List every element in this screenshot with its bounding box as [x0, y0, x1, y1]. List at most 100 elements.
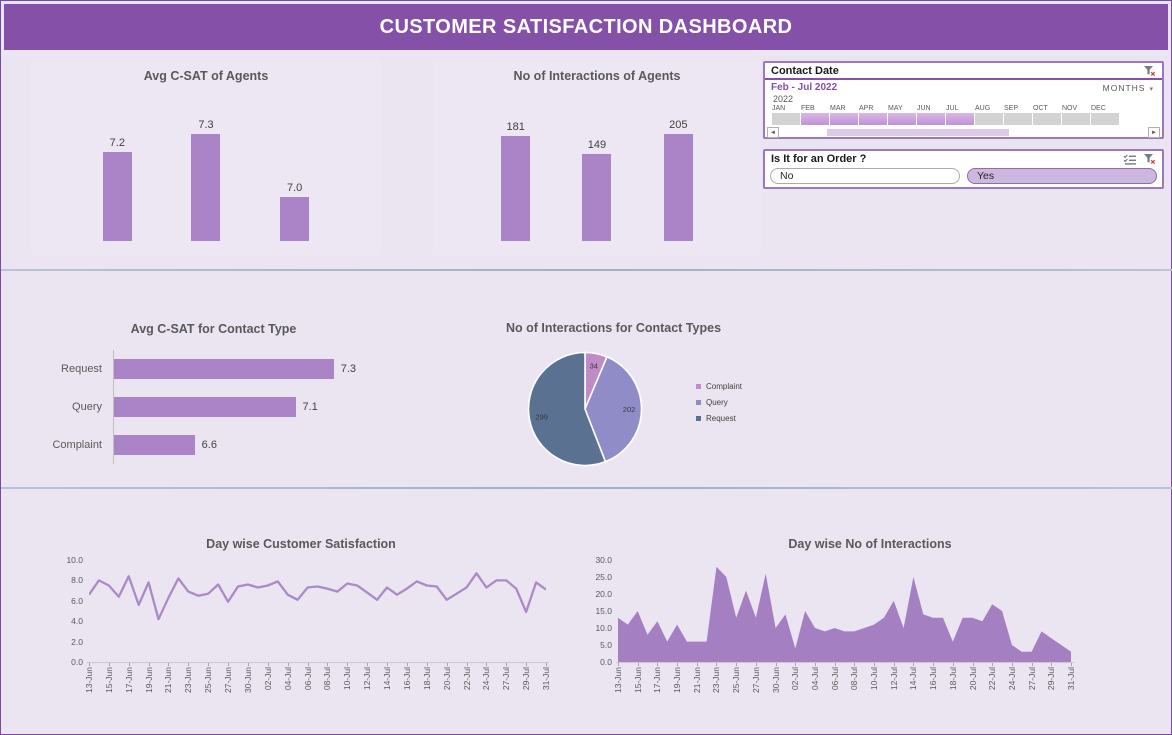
timeline-month-label: DEC — [1091, 105, 1106, 112]
scroll-left-arrow[interactable]: ◄ — [767, 127, 779, 138]
x-axis-tick — [992, 663, 994, 666]
x-axis-tick — [546, 663, 547, 666]
daywise-interactions-chart[interactable]: Day wise No of Interactions 30.0 25.0 20.0… — [589, 529, 1151, 729]
y-axis-tick-label: 15.0 — [595, 606, 612, 616]
x-axis-tick — [89, 663, 90, 666]
slicer-option-label: Yes — [977, 170, 995, 182]
timeline-month-cell-nov[interactable] — [1062, 113, 1090, 125]
pie-data-label: 299 — [535, 413, 548, 422]
x-axis-tick-label: 13-Jun — [84, 667, 94, 693]
x-axis-tick — [367, 663, 369, 666]
area-plot — [618, 566, 1071, 662]
x-axis-tick — [387, 663, 389, 666]
x-axis-tick — [208, 663, 210, 666]
timeline-period-dropdown[interactable]: MONTHS ▾ — [1102, 82, 1154, 93]
bar-value-label: 7.3 — [340, 363, 356, 375]
x-axis-line — [616, 662, 1074, 666]
x-axis-line — [87, 662, 549, 666]
x-axis-tick-label: 19-Jun — [143, 667, 154, 693]
timeline-month-cell-dec[interactable] — [1091, 113, 1119, 125]
multi-select-icon[interactable] — [1123, 154, 1137, 165]
x-axis-tick — [466, 663, 468, 666]
bar-value-label: 7.3 — [198, 119, 214, 131]
x-axis-tick-label: 16-Jul — [401, 667, 412, 691]
avg-csat-contact-type-chart[interactable]: Avg C-SAT for Contact Type Request 7.3 Que… — [31, 314, 396, 476]
x-axis-tick — [446, 663, 448, 666]
x-axis-tick-label: 30-Jun — [770, 667, 781, 693]
x-axis-tick — [188, 663, 190, 666]
x-axis-tick-label: 22-Jul — [987, 667, 998, 691]
x-axis-tick — [426, 663, 428, 666]
timeline-month-cell-may[interactable] — [888, 113, 916, 125]
x-axis-tick — [406, 663, 408, 666]
x-axis-tick — [696, 663, 698, 666]
x-axis-tick — [795, 663, 797, 666]
scrollbar-track[interactable] — [781, 128, 1146, 137]
scroll-right-arrow[interactable]: ► — [1148, 127, 1160, 138]
daywise-csat-chart[interactable]: Day wise Customer Satisfaction 10.0 8.0 6.… — [31, 529, 571, 729]
timeline-month-labels: JAN FEB MAR APR MAY JUN JUL AUG SEP OCT NOV DEC — [765, 105, 1162, 112]
x-axis-tick — [347, 663, 349, 666]
interactions-contact-types-chart[interactable]: No of Interactions for Contact Types Com… — [441, 313, 786, 485]
hbar-row: Query 7.1 — [31, 388, 396, 426]
x-axis-tick-label: 10-Jul — [342, 667, 353, 691]
pie-data-label: 202 — [623, 405, 636, 414]
x-axis-tick-label: 02-Jul — [262, 667, 273, 691]
avg-csat-agents-chart[interactable]: Avg C-SAT of Agents 7.2 7.3 7.0 — [31, 61, 381, 255]
x-axis-tick-label: 15-Jun — [103, 667, 114, 693]
slicer-option-no[interactable]: No — [770, 168, 960, 184]
scrollbar-thumb[interactable] — [827, 129, 1009, 136]
pie-data-label: 34 — [590, 361, 598, 370]
x-axis-tick — [893, 663, 895, 666]
order-slicer-header: Is It for an Order ? — [765, 151, 1162, 166]
timeline-month-cell-jul[interactable] — [946, 113, 974, 125]
x-axis-tick-label: 24-Jul — [1006, 667, 1017, 691]
plot-area: 181 149 205 — [475, 119, 719, 241]
timeline-month-cell-mar[interactable] — [830, 113, 858, 125]
y-axis-tick-label: 10.0 — [66, 555, 83, 565]
timeline-title: Contact Date — [771, 65, 839, 77]
x-axis-tick-label: 16-Jul — [928, 667, 939, 691]
x-axis-tick-label: 31-Jul — [541, 667, 551, 691]
timeline-month-cell-sep[interactable] — [1004, 113, 1032, 125]
x-axis-tick — [972, 663, 974, 666]
bar — [280, 196, 310, 241]
slicer-option-label: No — [780, 170, 794, 182]
timeline-month-cell-jan[interactable] — [772, 113, 800, 125]
interactions-agents-chart[interactable]: No of Interactions of Agents 181 149 205 — [433, 61, 761, 255]
slicer-option-yes[interactable]: Yes — [967, 168, 1157, 184]
timeline-month-cell-oct[interactable] — [1033, 113, 1061, 125]
x-axis-tick — [327, 663, 329, 666]
x-axis-tick-label: 29-Jul — [1046, 667, 1057, 691]
line-series — [88, 572, 547, 621]
clear-filter-icon[interactable] — [1143, 65, 1156, 77]
x-axis-tick-label: 14-Jul — [382, 667, 393, 691]
timeline-month-label: MAY — [888, 105, 903, 112]
x-axis-tick — [716, 663, 718, 666]
y-axis-tick-label: 30.0 — [595, 555, 612, 565]
chart-title: Avg C-SAT for Contact Type — [130, 322, 297, 336]
y-axis-tick-label: 25.0 — [595, 572, 612, 582]
x-axis-tick-label: 17-Jun — [652, 667, 663, 693]
timeline-month-label: FEB — [801, 105, 815, 112]
x-axis-tick — [618, 663, 619, 666]
category-label: Query — [72, 401, 102, 413]
x-axis-tick-label: 30-Jun — [242, 667, 253, 693]
x-axis-tick-label: 25-Jun — [731, 667, 742, 693]
x-axis-tick-label: 12-Jul — [888, 667, 899, 691]
timeline-month-cell-aug[interactable] — [975, 113, 1003, 125]
chart-title: No of Interactions for Contact Types — [505, 321, 722, 335]
x-axis-tick — [506, 663, 508, 666]
x-axis-tick — [913, 663, 915, 666]
plot-area — [88, 560, 547, 662]
timeline-month-cell-feb[interactable] — [801, 113, 829, 125]
chart-title: Day wise No of Interactions — [788, 537, 952, 551]
timeline-month-cell-apr[interactable] — [859, 113, 887, 125]
timeline-slicer-contact-date: Contact Date Feb - Jul 2022 MONTHS ▾ 2022… — [763, 61, 1164, 139]
bar — [663, 134, 693, 241]
chevron-down-icon: ▾ — [1149, 85, 1154, 93]
page-title: CUSTOMER SATISFACTION DASHBOARD — [379, 15, 793, 38]
timeline-month-label: OCT — [1033, 105, 1048, 112]
timeline-month-cell-jun[interactable] — [917, 113, 945, 125]
clear-filter-icon[interactable] — [1143, 153, 1156, 165]
